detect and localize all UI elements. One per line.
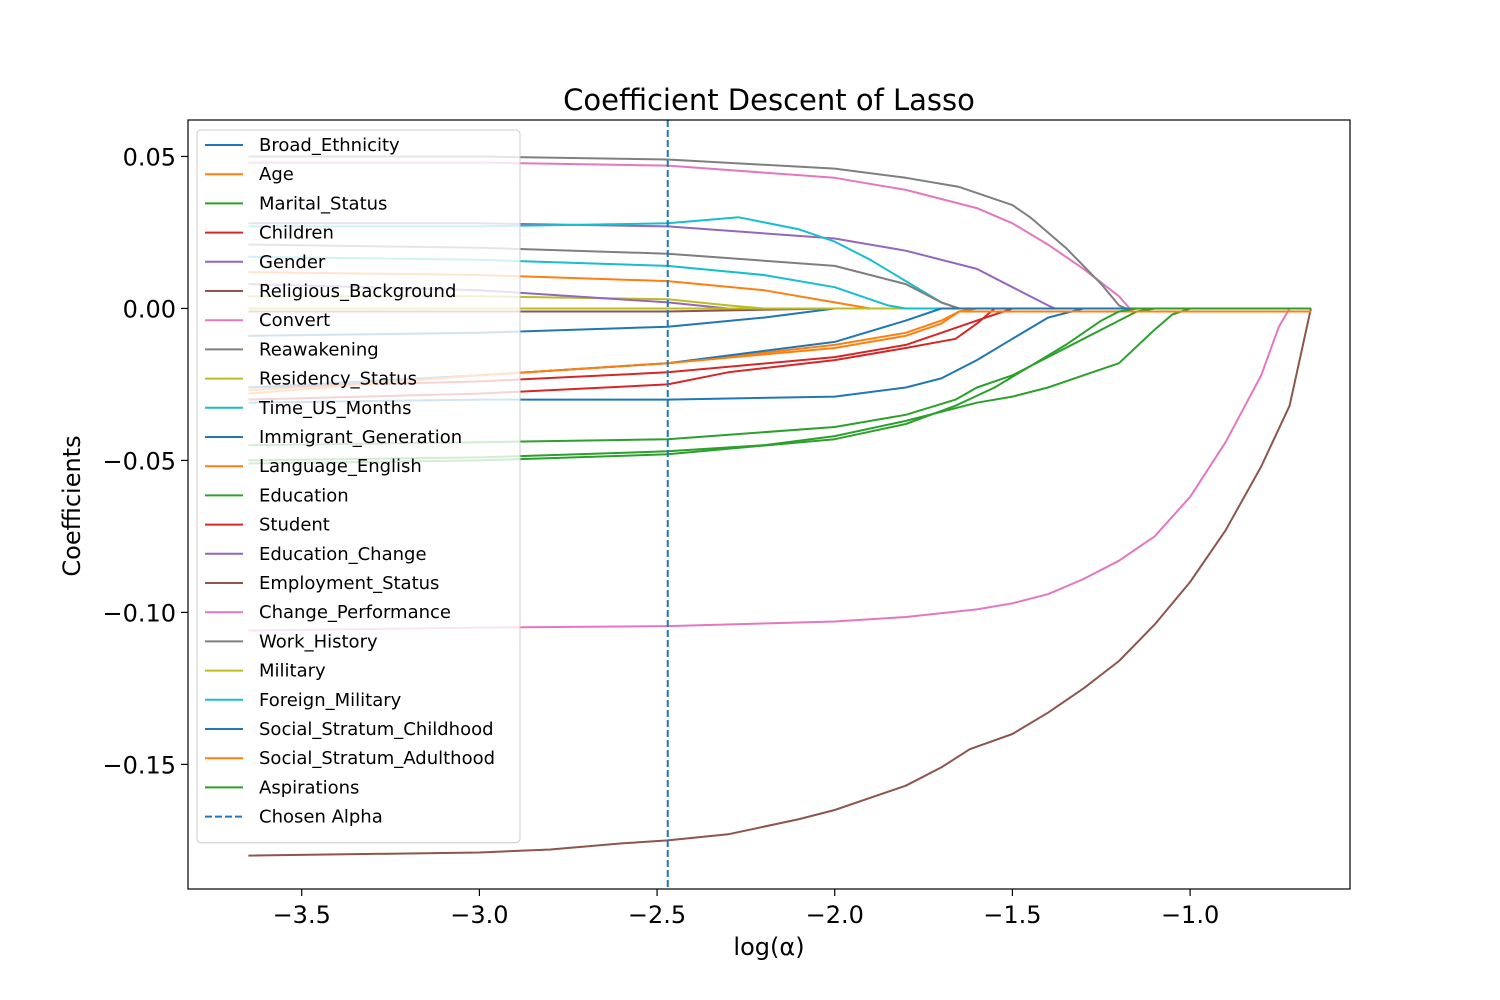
legend-label: Religious_Background [259, 281, 456, 302]
legend-label: Aspirations [259, 777, 359, 798]
series-line-marital-status [248, 307, 1311, 462]
legend-label: Reawakening [259, 339, 379, 360]
x-tick-label: −2.0 [806, 901, 864, 929]
y-tick-label: −0.15 [102, 751, 176, 779]
legend-label: Military [259, 661, 326, 682]
legend-label: Age [259, 164, 294, 185]
legend-box [196, 129, 521, 844]
x-tick-label: −1.5 [983, 901, 1041, 929]
y-tick-label: 0.05 [123, 143, 176, 171]
plot-frame [187, 119, 1351, 890]
x-tick-label: −3.0 [450, 901, 508, 929]
legend-label: Immigrant_Generation [259, 427, 462, 448]
legend-label: Foreign_Military [259, 690, 402, 711]
legend-label: Convert [259, 310, 330, 331]
y-tick-label: 0.00 [123, 295, 176, 323]
legend-label: Student [259, 515, 330, 536]
y-tick-label: −0.05 [102, 447, 176, 475]
legend-label: Education [259, 485, 349, 506]
series-line-children [248, 307, 1311, 401]
series-line-change-performance [248, 307, 1311, 632]
y-axis-label: Coefficients [58, 435, 86, 576]
x-axis-label: log(α) [733, 933, 804, 961]
series-line-employment-status [248, 308, 1312, 857]
legend-label: Work_History [259, 631, 378, 652]
legend-label: Education_Change [259, 544, 427, 565]
legend-label: Marital_Status [259, 193, 387, 214]
axes: −3.5 −3.0 −2.5 −2.0 −1.5 −1.0 0.05 0.00 −0.05 −0.… [102, 119, 1351, 929]
series-line-education [248, 307, 1311, 447]
legend-label: Gender [259, 252, 326, 273]
chart-title: Coefficient Descent of Lasso [563, 83, 975, 117]
series-line-convert [248, 161, 1311, 310]
y-tick-label: −0.10 [102, 599, 176, 627]
x-tick-label: −2.5 [628, 901, 686, 929]
legend-label: Social_Stratum_Childhood [259, 719, 494, 740]
legend-label: Change_Performance [259, 602, 451, 623]
legend-label: Time_US_Months [258, 398, 411, 419]
series-line-student [248, 307, 1311, 389]
legend: Broad_Ethnicity Age Marital_Status Children… [196, 129, 521, 844]
x-tick-label: −3.5 [273, 901, 331, 929]
legend-label: Broad_Ethnicity [259, 135, 400, 156]
legend-label: Children [259, 223, 334, 244]
legend-label: Chosen Alpha [259, 807, 383, 828]
legend-label: Employment_Status [259, 573, 439, 594]
x-tick-label: −1.0 [1161, 901, 1219, 929]
legend-label: Social_Stratum_Adulthood [259, 748, 495, 769]
legend-label: Residency_Status [259, 369, 417, 390]
series-line-reawakening [248, 155, 1311, 310]
legend-label: Language_English [259, 456, 422, 477]
